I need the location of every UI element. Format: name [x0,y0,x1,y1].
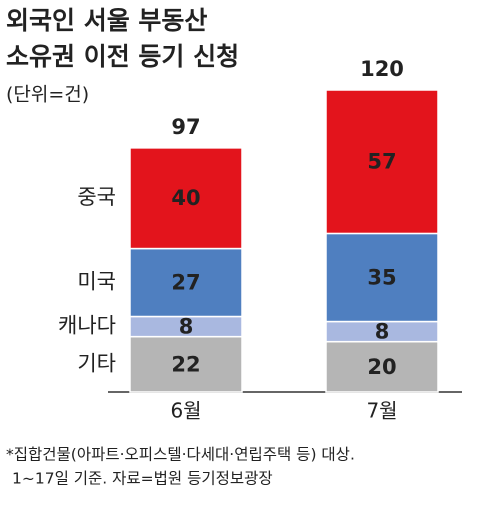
footnote: 1~17일 기준. 자료=법원 등기정보광장 [12,470,273,488]
bar-segment [129,247,243,318]
value-label: 8 [179,315,194,339]
value-label: 40 [171,186,200,210]
value-label: 22 [171,352,200,376]
chart-subtitle: (단위=건) [6,84,89,106]
bar-segment [129,147,243,250]
x-tick-label: 6월 [170,399,201,423]
value-label: 8 [375,320,390,344]
value-label: 35 [367,265,396,289]
total-label: 120 [360,57,404,81]
bar-segment [325,232,439,323]
footnote: *집합건물(아파트·오피스텔·다세대·연립주택 등) 대상. [6,446,355,464]
chart-title: 외국인 서울 부동산 [6,6,207,35]
bar-segment [325,340,439,393]
series-label: 캐나다 [58,314,116,338]
series-label: 미국 [77,270,116,294]
value-label: 20 [367,355,396,379]
value-label: 27 [171,271,200,295]
bar-segment [325,89,439,235]
total-label: 97 [171,115,200,139]
series-label: 기타 [77,351,116,375]
chart-title: 소유권 이전 등기 신청 [6,42,239,71]
bar-segment [129,335,243,393]
series-label: 중국 [77,185,116,209]
value-label: 57 [367,150,396,174]
x-tick-label: 7월 [366,399,397,423]
